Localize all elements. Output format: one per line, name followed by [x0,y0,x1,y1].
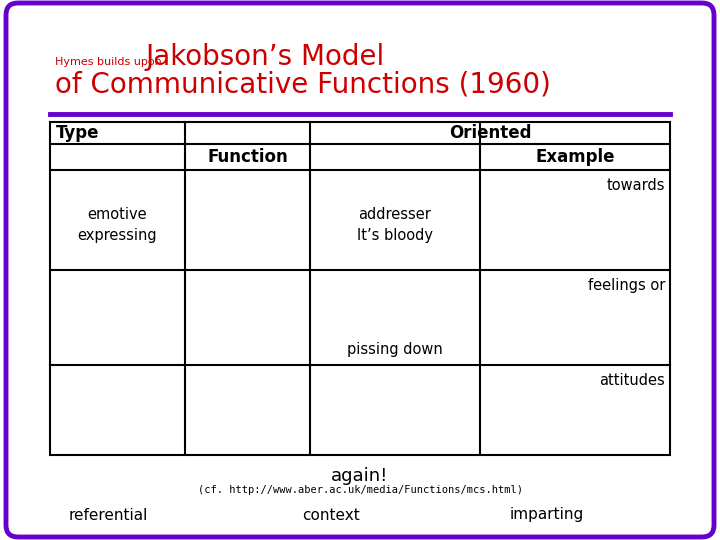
Text: Jakobson’s Model: Jakobson’s Model [145,43,384,71]
Text: Function: Function [207,148,288,166]
Text: Example: Example [535,148,615,166]
Text: of Communicative Functions (1960): of Communicative Functions (1960) [55,70,551,98]
Text: context: context [302,508,360,523]
Bar [50,122,670,455]
Text: Hymes builds upon: Hymes builds upon [55,57,166,67]
FancyBboxPatch shape [6,3,714,537]
Text: feelings or: feelings or [588,278,665,293]
Text: emotive
expressing: emotive expressing [78,207,157,243]
Text: referential: referential [68,508,148,523]
Text: (cf. http://www.aber.ac.uk/media/Functions/mcs.html): (cf. http://www.aber.ac.uk/media/Functio… [197,485,523,495]
Text: pissing down: pissing down [347,342,443,357]
Text: towards: towards [606,178,665,193]
Text: again!: again! [331,467,389,485]
Text: Oriented: Oriented [449,124,531,142]
Text: addresser
It’s bloody: addresser It’s bloody [357,207,433,243]
Text: attitudes: attitudes [599,373,665,388]
Text: Type: Type [56,124,99,142]
Text: imparting: imparting [510,508,585,523]
